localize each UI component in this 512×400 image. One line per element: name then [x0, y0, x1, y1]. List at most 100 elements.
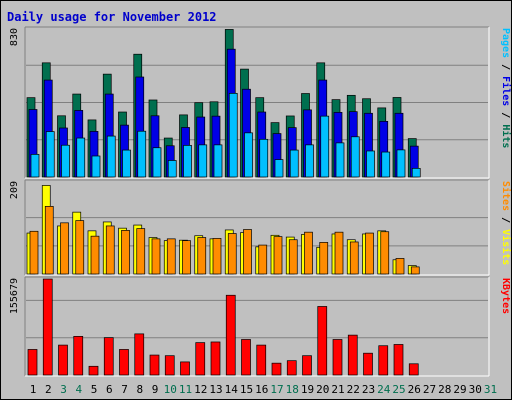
- bar-sites-day-5: [90, 235, 100, 275]
- bar-sites-day-9: [151, 238, 161, 275]
- x-tick-label-28: 28: [438, 383, 451, 396]
- bar-kbytes-day-11: [180, 361, 190, 376]
- x-tick-label-25: 25: [392, 383, 405, 396]
- bar-pages-day-19: [305, 144, 314, 178]
- x-tick-label-4: 4: [75, 383, 82, 396]
- bar-sites-day-13: [212, 238, 222, 275]
- bar-sites-day-11: [182, 240, 191, 275]
- x-tick-label-12: 12: [194, 383, 207, 396]
- bar-sites-day-2: [44, 206, 54, 275]
- bar-sites-day-7: [121, 230, 130, 275]
- x-tick-label-9: 9: [152, 383, 159, 396]
- bar-kbytes-day-26: [408, 363, 419, 376]
- bar-kbytes-day-21: [332, 339, 343, 376]
- bar-sites-day-25: [395, 258, 405, 275]
- x-tick-label-22: 22: [347, 383, 360, 396]
- bar-kbytes-day-3: [58, 344, 68, 376]
- legend-entry: Hits: [500, 124, 512, 148]
- bar-sites-day-3: [60, 222, 69, 275]
- x-tick-label-24: 24: [377, 383, 391, 396]
- x-tick-label-3: 3: [60, 383, 67, 396]
- x-tick-label-6: 6: [106, 383, 113, 396]
- x-tick-label-23: 23: [362, 383, 375, 396]
- bar-kbytes-day-7: [119, 349, 129, 376]
- legend-hits-files-pages: Pages / Files / Hits: [500, 28, 512, 148]
- x-tick-label-30: 30: [469, 383, 482, 396]
- bar-pages-day-11: [183, 145, 192, 178]
- bar-pages-day-16: [259, 138, 269, 178]
- chart-title: Daily usage for November 2012: [7, 10, 217, 24]
- x-tick-label-17: 17: [270, 383, 283, 396]
- bar-kbytes-day-1: [27, 349, 38, 376]
- bar-kbytes-day-19: [302, 355, 312, 376]
- bar-pages-day-8: [137, 130, 147, 178]
- x-tick-label-29: 29: [453, 383, 466, 396]
- bar-pages-day-26: [411, 168, 421, 178]
- legend-entry: /: [500, 211, 511, 229]
- x-tick-label-7: 7: [121, 383, 128, 396]
- bar-pages-day-23: [366, 150, 375, 178]
- x-tick-label-20: 20: [316, 383, 329, 396]
- bar-kbytes-day-20: [317, 306, 328, 376]
- bar-kbytes-day-12: [195, 342, 206, 376]
- legend-entry: /: [500, 58, 511, 76]
- bar-sites-day-17: [273, 236, 283, 275]
- bar-sites-day-21: [334, 231, 344, 275]
- x-tick-label-26: 26: [408, 383, 421, 396]
- bar-sites-day-1: [29, 230, 39, 275]
- x-tick-label-10: 10: [164, 383, 177, 396]
- bar-kbytes-day-17: [271, 362, 282, 376]
- x-tick-label-19: 19: [301, 383, 314, 396]
- x-tick-label-13: 13: [209, 383, 222, 396]
- bar-pages-day-3: [61, 144, 70, 178]
- x-tick-label-11: 11: [179, 383, 192, 396]
- bar-kbytes-day-23: [363, 352, 373, 376]
- bar-kbytes-day-16: [256, 344, 267, 376]
- bar-sites-day-10: [166, 238, 176, 275]
- bar-sites-day-18: [288, 239, 298, 275]
- bar-pages-day-17: [274, 159, 284, 178]
- bar-kbytes-day-4: [73, 336, 84, 376]
- bar-sites-day-19: [304, 231, 313, 275]
- bar-sites-day-22: [349, 241, 359, 275]
- legend-entry: Files: [500, 76, 512, 106]
- x-tick-label-16: 16: [255, 383, 268, 396]
- bar-pages-day-14: [228, 92, 238, 178]
- bar-kbytes-day-10: [164, 355, 175, 376]
- bar-kbytes-day-9: [149, 354, 160, 376]
- bar-sites-day-4: [75, 220, 85, 275]
- bar-pages-day-4: [76, 137, 86, 178]
- bar-kbytes-day-24: [378, 345, 389, 376]
- bar-kbytes-day-18: [286, 360, 297, 376]
- bar-pages-day-7: [122, 149, 131, 178]
- x-tick-label-27: 27: [423, 383, 436, 396]
- bar-pages-day-13: [213, 144, 223, 178]
- x-tick-label-2: 2: [45, 383, 52, 396]
- x-tick-label-31: 31: [484, 383, 497, 396]
- bar-pages-day-21: [335, 142, 345, 178]
- legend-entry: Pages: [500, 28, 511, 58]
- bar-sites-day-14: [227, 233, 237, 275]
- bar-sites-day-23: [365, 232, 374, 275]
- bar-kbytes-day-14: [225, 294, 236, 376]
- bar-pages-day-9: [152, 147, 162, 178]
- y-max-label-hits-files-pages: 830: [9, 28, 20, 46]
- bar-pages-day-6: [106, 135, 116, 178]
- bar-pages-day-25: [396, 149, 406, 178]
- x-tick-label-8: 8: [136, 383, 143, 396]
- x-tick-label-18: 18: [286, 383, 299, 396]
- bar-sites-day-20: [319, 242, 329, 275]
- x-tick-label-14: 14: [225, 383, 239, 396]
- legend-entry: /: [500, 106, 511, 124]
- bar-sites-day-8: [136, 228, 146, 275]
- bar-sites-day-16: [258, 244, 268, 275]
- bar-pages-day-15: [244, 132, 253, 178]
- bar-kbytes-day-13: [210, 341, 221, 376]
- bar-kbytes-day-5: [88, 365, 99, 376]
- bar-kbytes-day-15: [241, 339, 251, 376]
- bar-pages-day-24: [381, 151, 391, 178]
- bar-sites-day-6: [105, 225, 115, 275]
- x-tick-label-5: 5: [91, 383, 98, 396]
- legend-entry: Sites: [500, 181, 512, 211]
- bar-pages-day-20: [320, 115, 330, 178]
